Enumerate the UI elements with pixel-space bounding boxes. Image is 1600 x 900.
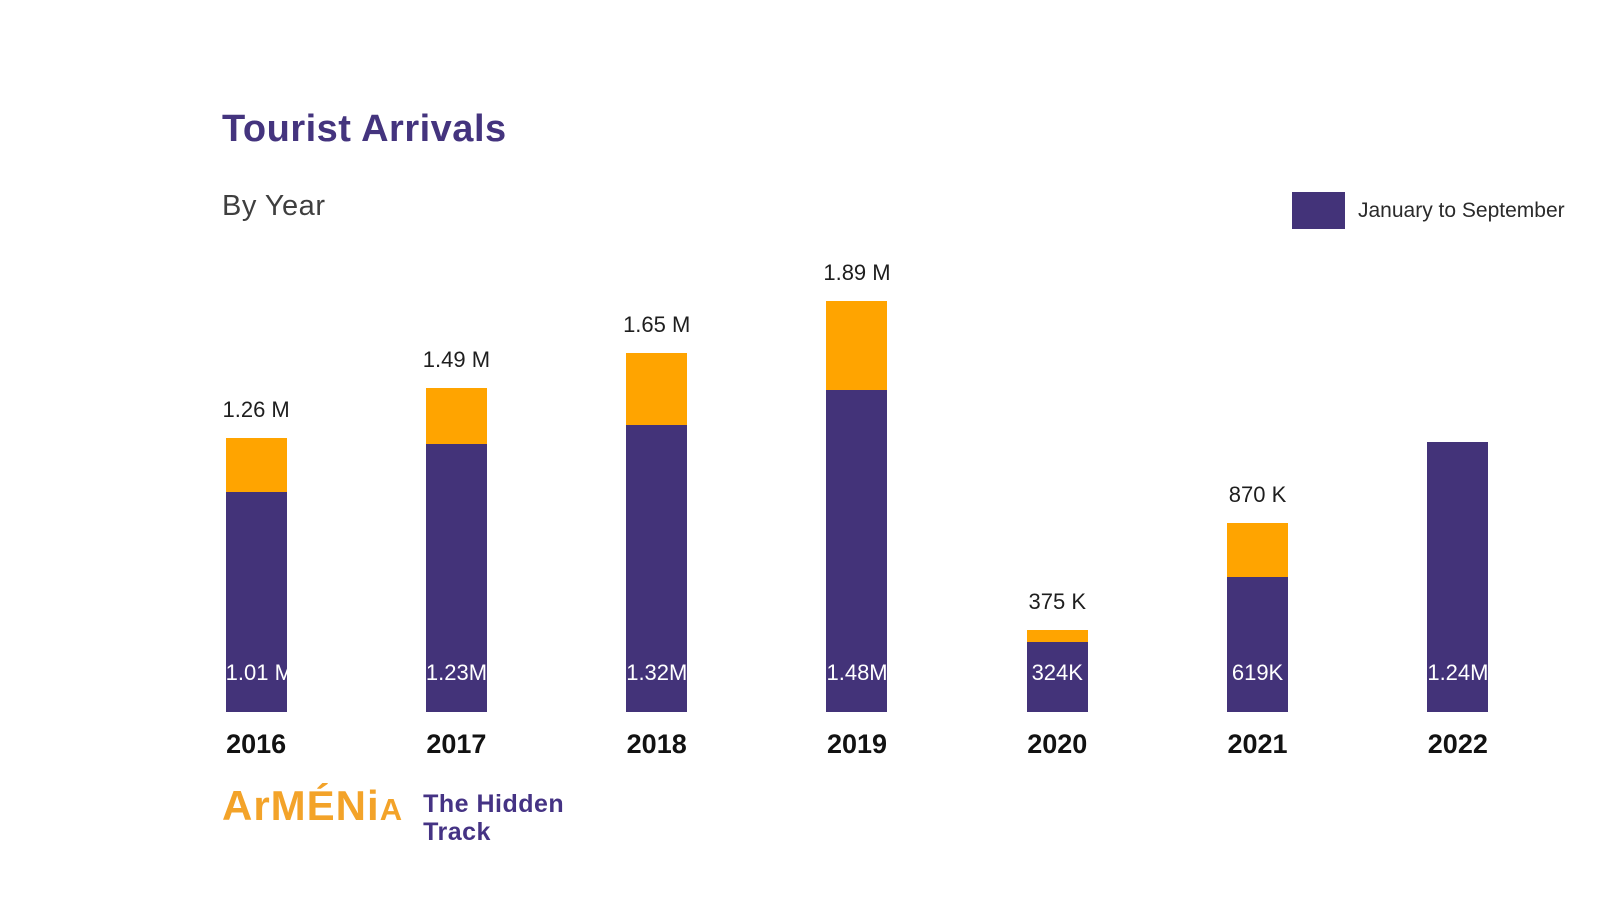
bar-segment-remainder	[1026, 630, 1088, 642]
bar-inner-label: 619K	[1231, 660, 1284, 685]
bar-segment-jan-sep: 324K	[1026, 641, 1088, 712]
bar-segment-remainder	[826, 300, 888, 391]
x-axis-year-label: 2022	[1427, 729, 1488, 759]
stacked-bar: 1.32M	[626, 353, 687, 712]
x-axis-year-label: 2018	[626, 729, 687, 759]
bar-segment-jan-sep: 1.32M	[626, 424, 688, 712]
bar-column: 1.89 M 1.48M 2019	[757, 245, 957, 759]
legend: January to September	[1292, 192, 1565, 229]
bar-inner-label: 1.24M	[1427, 660, 1489, 685]
bar-segment-remainder	[425, 387, 487, 445]
bar-segment-jan-sep: 1.01 M	[225, 492, 293, 712]
bar-total-label: 870 K	[1228, 481, 1287, 507]
bar-inner-label: 324K	[1031, 660, 1083, 685]
bar-column: 870 K 619K 2021	[1157, 245, 1357, 759]
brand-wordmark-last-letter: A	[379, 792, 404, 827]
brand-logo: ArMÉNiA The Hidden Track	[222, 785, 564, 847]
stacked-bar: 619K	[1227, 522, 1289, 712]
brand-wordmark-main: ArMÉNi	[222, 782, 380, 829]
bar-segment-remainder	[1227, 522, 1289, 578]
bar-segment-remainder	[225, 437, 287, 493]
bar-total-label: 1.49 M	[422, 346, 491, 372]
x-axis-year-label: 2017	[426, 729, 487, 759]
bar-column: 1.65 M 1.32M 2018	[557, 245, 757, 759]
stacked-bar: 324K	[1026, 630, 1088, 712]
page-title: Tourist Arrivals	[222, 108, 507, 150]
bar-column: 1.26 M 1.01 M 2016	[156, 245, 356, 759]
x-axis-year-label: 2021	[1227, 729, 1288, 759]
bar-inner-label: 1.32M	[626, 660, 688, 685]
legend-label: January to September	[1358, 198, 1565, 222]
chart-subtitle: By Year	[222, 190, 326, 222]
brand-tagline-line2: Track	[423, 818, 491, 846]
stacked-bar: 1.23M	[425, 387, 488, 712]
bar-total-label: 1.89 M	[823, 259, 891, 285]
bar-segment-jan-sep: 619K	[1227, 577, 1289, 712]
bar-segment-jan-sep: 1.24M	[1427, 442, 1488, 712]
bar-total-label: 1.26 M	[222, 396, 290, 422]
stacked-bar: 1.01 M	[225, 437, 293, 712]
bar-segment-jan-sep: 1.23M	[425, 444, 488, 712]
brand-tagline: The Hidden Track	[423, 790, 564, 846]
bar-total-label: 1.65 M	[623, 312, 691, 338]
bar-total-label: 375 K	[1028, 589, 1087, 615]
x-axis-year-label: 2016	[226, 729, 287, 759]
brand-wordmark: ArMÉNiA	[222, 785, 403, 827]
bar-column: 375 K 324K 2020	[957, 245, 1157, 759]
x-axis-year-label: 2020	[1027, 729, 1088, 759]
stacked-bar: 1.24M	[1427, 442, 1488, 712]
bar-inner-label: 1.23M	[425, 660, 488, 685]
bar-segment-jan-sep: 1.48M	[826, 390, 888, 712]
bar-segment-remainder	[626, 353, 688, 425]
bar-inner-label: 1.01 M	[225, 660, 293, 685]
stacked-bar: 1.48M	[826, 300, 888, 712]
x-axis-year-label: 2019	[826, 729, 888, 759]
legend-swatch-jan-sep	[1292, 192, 1345, 229]
bar-inner-label: 1.48M	[826, 660, 888, 685]
bar-column: 1.49 M 1.23M 2017	[356, 245, 556, 759]
bar-column: 1.24M 2022	[1358, 245, 1558, 759]
brand-tagline-line1: The Hidden	[423, 790, 565, 818]
stacked-bar-chart: 1.26 M 1.01 M 2016 1.49 M 1.23M 2017 1.6…	[156, 245, 1558, 759]
